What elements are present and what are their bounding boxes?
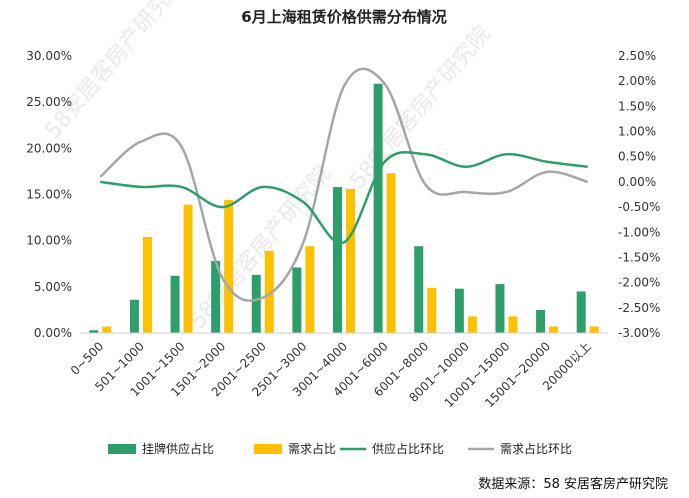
legend-label: 挂牌供应占比: [142, 441, 214, 456]
bar: [305, 246, 315, 333]
bar: [129, 299, 139, 333]
right-tick-label: -2.50%: [618, 301, 660, 315]
bar: [264, 250, 274, 333]
line-series: [99, 67, 589, 302]
legend: 挂牌供应占比 需求占比 供应占比环比 需求占比环比: [108, 441, 572, 456]
left-tick-label: 5.00%: [34, 280, 72, 294]
bar: [589, 326, 599, 333]
bar: [536, 309, 546, 333]
bar: [89, 330, 99, 333]
right-tick-label: -3.00%: [618, 326, 660, 340]
left-tick-label: 30.00%: [26, 49, 72, 63]
right-tick-label: 1.00%: [618, 125, 656, 139]
bar: [467, 316, 477, 333]
right-y-axis: -3.00% -2.50% -2.00% -1.50% -1.00% -0.50% 0.00…: [618, 49, 660, 340]
bar: [576, 291, 586, 333]
right-tick-label: 0.00%: [618, 175, 656, 189]
legend-swatch: [254, 444, 282, 454]
bar: [414, 246, 424, 333]
bar: [454, 288, 464, 333]
left-tick-label: 10.00%: [26, 234, 72, 248]
left-tick-label: 20.00%: [26, 141, 72, 155]
series-line: [99, 67, 589, 302]
bar: [292, 267, 302, 333]
legend-swatch: [108, 444, 136, 454]
left-tick-label: 25.00%: [26, 95, 72, 109]
x-tick-label: 0~500: [68, 339, 107, 378]
x-axis: 0~500501~10001001~15001501~20002001~2500…: [68, 332, 608, 410]
bar: [211, 260, 221, 333]
bar: [251, 274, 261, 333]
legend-label: 需求占比环比: [500, 441, 572, 456]
left-y-axis: 0.00% 5.00% 10.00% 15.00% 20.00% 25.00% 30.00%: [26, 49, 72, 340]
right-tick-label: 0.50%: [618, 150, 656, 164]
legend-label: 供应占比环比: [372, 441, 444, 456]
bar: [102, 326, 112, 333]
left-tick-label: 15.00%: [26, 188, 72, 202]
left-tick-label: 0.00%: [34, 326, 72, 340]
bar: [170, 275, 180, 333]
bar: [333, 187, 342, 333]
right-tick-label: 2.50%: [618, 49, 656, 63]
chart-title: 6月上海租赁价格供需分布情况: [241, 8, 446, 26]
right-tick-label: -0.50%: [618, 200, 660, 214]
right-tick-label: 1.50%: [618, 99, 656, 113]
bar: [346, 188, 355, 333]
right-tick-label: -1.50%: [618, 250, 660, 264]
bar: [224, 200, 234, 333]
right-tick-label: 2.00%: [618, 74, 656, 88]
bar: [495, 284, 505, 333]
bar: [373, 83, 383, 333]
bar: [183, 204, 193, 333]
right-tick-label: -1.00%: [618, 225, 660, 239]
bar: [508, 316, 518, 333]
bar: [549, 326, 559, 333]
bar: [386, 173, 396, 333]
watermark-text: 58安居客房产研究院: [345, 22, 495, 194]
right-tick-label: -2.00%: [618, 276, 660, 290]
bar-series: [89, 83, 599, 333]
bar: [142, 236, 152, 333]
watermark-text: 58安居客房产研究院: [40, 0, 190, 144]
bar: [427, 287, 437, 333]
legend-label: 需求占比: [288, 441, 336, 456]
source-note: 数据来源：58 安居客房产研究院: [478, 476, 668, 492]
series-line: [100, 150, 588, 245]
